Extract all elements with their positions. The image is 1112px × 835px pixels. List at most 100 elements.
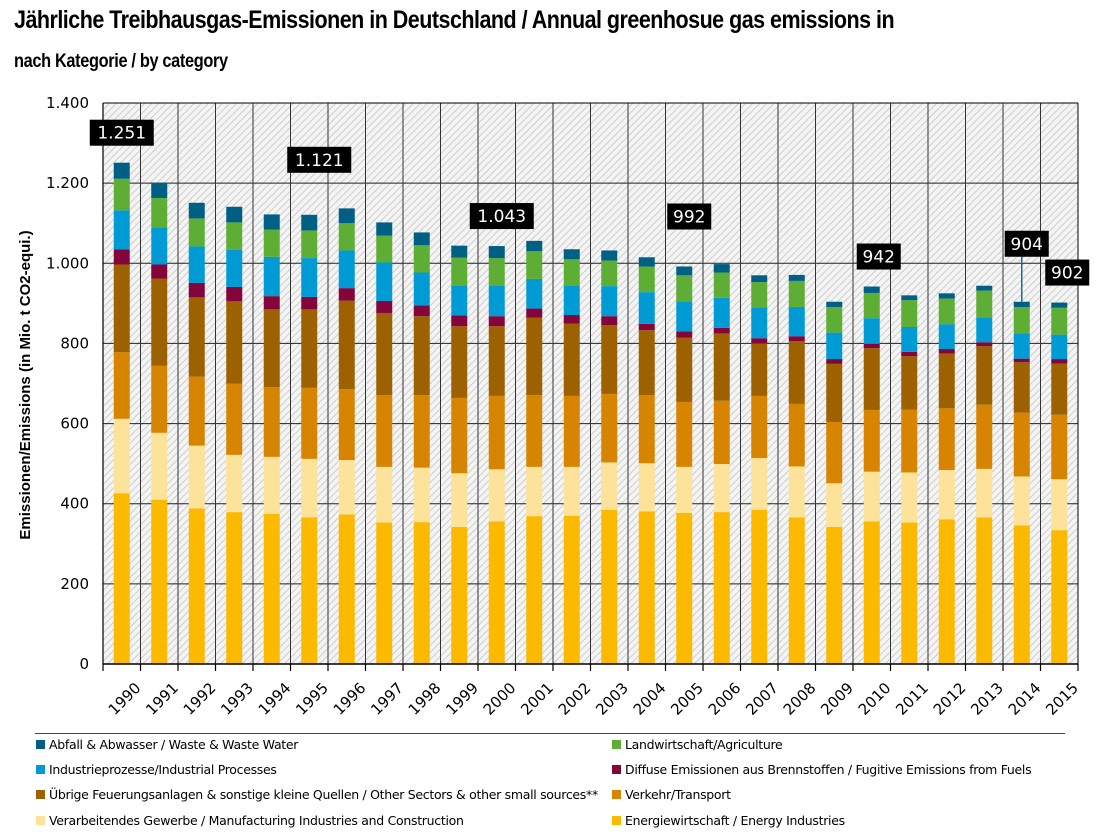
- bar-segment[interactable]: [976, 517, 993, 664]
- bar-segment[interactable]: [901, 351, 918, 357]
- bar-segment[interactable]: [563, 249, 580, 260]
- bar-segment[interactable]: [226, 206, 243, 223]
- bar-segment[interactable]: [788, 403, 805, 467]
- bar-segment[interactable]: [301, 387, 318, 459]
- bar-segment[interactable]: [526, 278, 543, 309]
- bar-segment[interactable]: [451, 326, 468, 398]
- bar-segment[interactable]: [938, 298, 955, 325]
- bar-segment[interactable]: [826, 363, 843, 422]
- bar-segment[interactable]: [826, 306, 843, 333]
- bar-segment[interactable]: [413, 395, 430, 468]
- bar-segment[interactable]: [226, 454, 243, 513]
- bar-segment[interactable]: [638, 511, 655, 664]
- bar-segment[interactable]: [863, 343, 880, 349]
- bar-segment[interactable]: [563, 515, 580, 664]
- bar-segment[interactable]: [376, 522, 393, 664]
- bar-segment[interactable]: [601, 462, 618, 510]
- bar-segment[interactable]: [1013, 362, 1030, 413]
- bar-segment[interactable]: [863, 471, 880, 522]
- bar-segment[interactable]: [713, 297, 730, 328]
- bar-segment[interactable]: [188, 508, 205, 664]
- bar-segment[interactable]: [1051, 479, 1068, 531]
- bar-segment[interactable]: [263, 296, 280, 310]
- bar-segment[interactable]: [676, 331, 693, 338]
- bar-segment[interactable]: [113, 418, 130, 494]
- bar-segment[interactable]: [338, 250, 355, 289]
- bar-segment[interactable]: [863, 348, 880, 410]
- bar-segment[interactable]: [188, 282, 205, 298]
- bar-segment[interactable]: [488, 521, 505, 664]
- bar-segment[interactable]: [151, 227, 168, 265]
- bar-segment[interactable]: [638, 463, 655, 512]
- bar-segment[interactable]: [638, 323, 655, 331]
- bar-segment[interactable]: [413, 245, 430, 273]
- bar-segment[interactable]: [113, 210, 130, 250]
- bar-segment[interactable]: [301, 258, 318, 297]
- bar-segment[interactable]: [863, 521, 880, 664]
- bar-segment[interactable]: [863, 286, 880, 293]
- bar-segment[interactable]: [826, 332, 843, 360]
- bar-segment[interactable]: [188, 297, 205, 377]
- bar-segment[interactable]: [376, 300, 393, 313]
- bar-segment[interactable]: [263, 456, 280, 514]
- bar-segment[interactable]: [713, 333, 730, 401]
- bar-segment[interactable]: [976, 468, 993, 518]
- bar-segment[interactable]: [751, 395, 768, 459]
- bar-segment[interactable]: [713, 264, 730, 273]
- bar-segment[interactable]: [563, 259, 580, 286]
- bar-segment[interactable]: [301, 296, 318, 310]
- bar-segment[interactable]: [638, 257, 655, 267]
- bar-segment[interactable]: [601, 509, 618, 664]
- bar-segment[interactable]: [901, 522, 918, 664]
- bar-segment[interactable]: [788, 274, 805, 281]
- bar-segment[interactable]: [938, 519, 955, 664]
- bar-segment[interactable]: [301, 458, 318, 518]
- bar-segment[interactable]: [713, 272, 730, 298]
- bar-segment[interactable]: [713, 400, 730, 465]
- bar-segment[interactable]: [188, 218, 205, 247]
- bar-segment[interactable]: [113, 352, 130, 419]
- bar-segment[interactable]: [488, 469, 505, 522]
- bar-segment[interactable]: [563, 323, 580, 396]
- bar-segment[interactable]: [526, 317, 543, 396]
- bar-segment[interactable]: [451, 315, 468, 327]
- bar-segment[interactable]: [751, 458, 768, 510]
- bar-segment[interactable]: [263, 214, 280, 230]
- bar-segment[interactable]: [563, 314, 580, 324]
- bar-segment[interactable]: [938, 324, 955, 350]
- bar-segment[interactable]: [563, 466, 580, 516]
- bar-segment[interactable]: [526, 395, 543, 467]
- bar-segment[interactable]: [713, 512, 730, 664]
- bar-segment[interactable]: [938, 470, 955, 520]
- bar-segment[interactable]: [151, 365, 168, 433]
- bar-segment[interactable]: [976, 285, 993, 291]
- bar-segment[interactable]: [1013, 301, 1030, 307]
- bar-segment[interactable]: [638, 395, 655, 464]
- bar-segment[interactable]: [526, 251, 543, 279]
- bar-segment[interactable]: [151, 197, 168, 228]
- bar-segment[interactable]: [488, 285, 505, 317]
- bar-segment[interactable]: [863, 292, 880, 319]
- bar-segment[interactable]: [901, 409, 918, 473]
- bar-segment[interactable]: [301, 309, 318, 388]
- bar-segment[interactable]: [376, 312, 393, 396]
- bar-segment[interactable]: [1051, 302, 1068, 308]
- bar-segment[interactable]: [751, 509, 768, 664]
- bar-segment[interactable]: [676, 401, 693, 467]
- bar-segment[interactable]: [826, 301, 843, 307]
- legend-item-energy-industries[interactable]: Energiewirtschaft / Energy Industries: [612, 813, 845, 828]
- bar-segment[interactable]: [751, 338, 768, 344]
- bar-segment[interactable]: [113, 162, 130, 179]
- bar-segment[interactable]: [226, 222, 243, 250]
- bar-segment[interactable]: [113, 178, 130, 211]
- bar-segment[interactable]: [376, 235, 393, 263]
- bar-segment[interactable]: [601, 286, 618, 317]
- bar-segment[interactable]: [226, 286, 243, 302]
- bar-segment[interactable]: [413, 272, 430, 306]
- bar-segment[interactable]: [1051, 359, 1068, 364]
- bar-segment[interactable]: [863, 409, 880, 472]
- bar-segment[interactable]: [1013, 306, 1030, 334]
- bar-segment[interactable]: [976, 346, 993, 405]
- bar-segment[interactable]: [1013, 358, 1030, 363]
- bar-segment[interactable]: [263, 309, 280, 388]
